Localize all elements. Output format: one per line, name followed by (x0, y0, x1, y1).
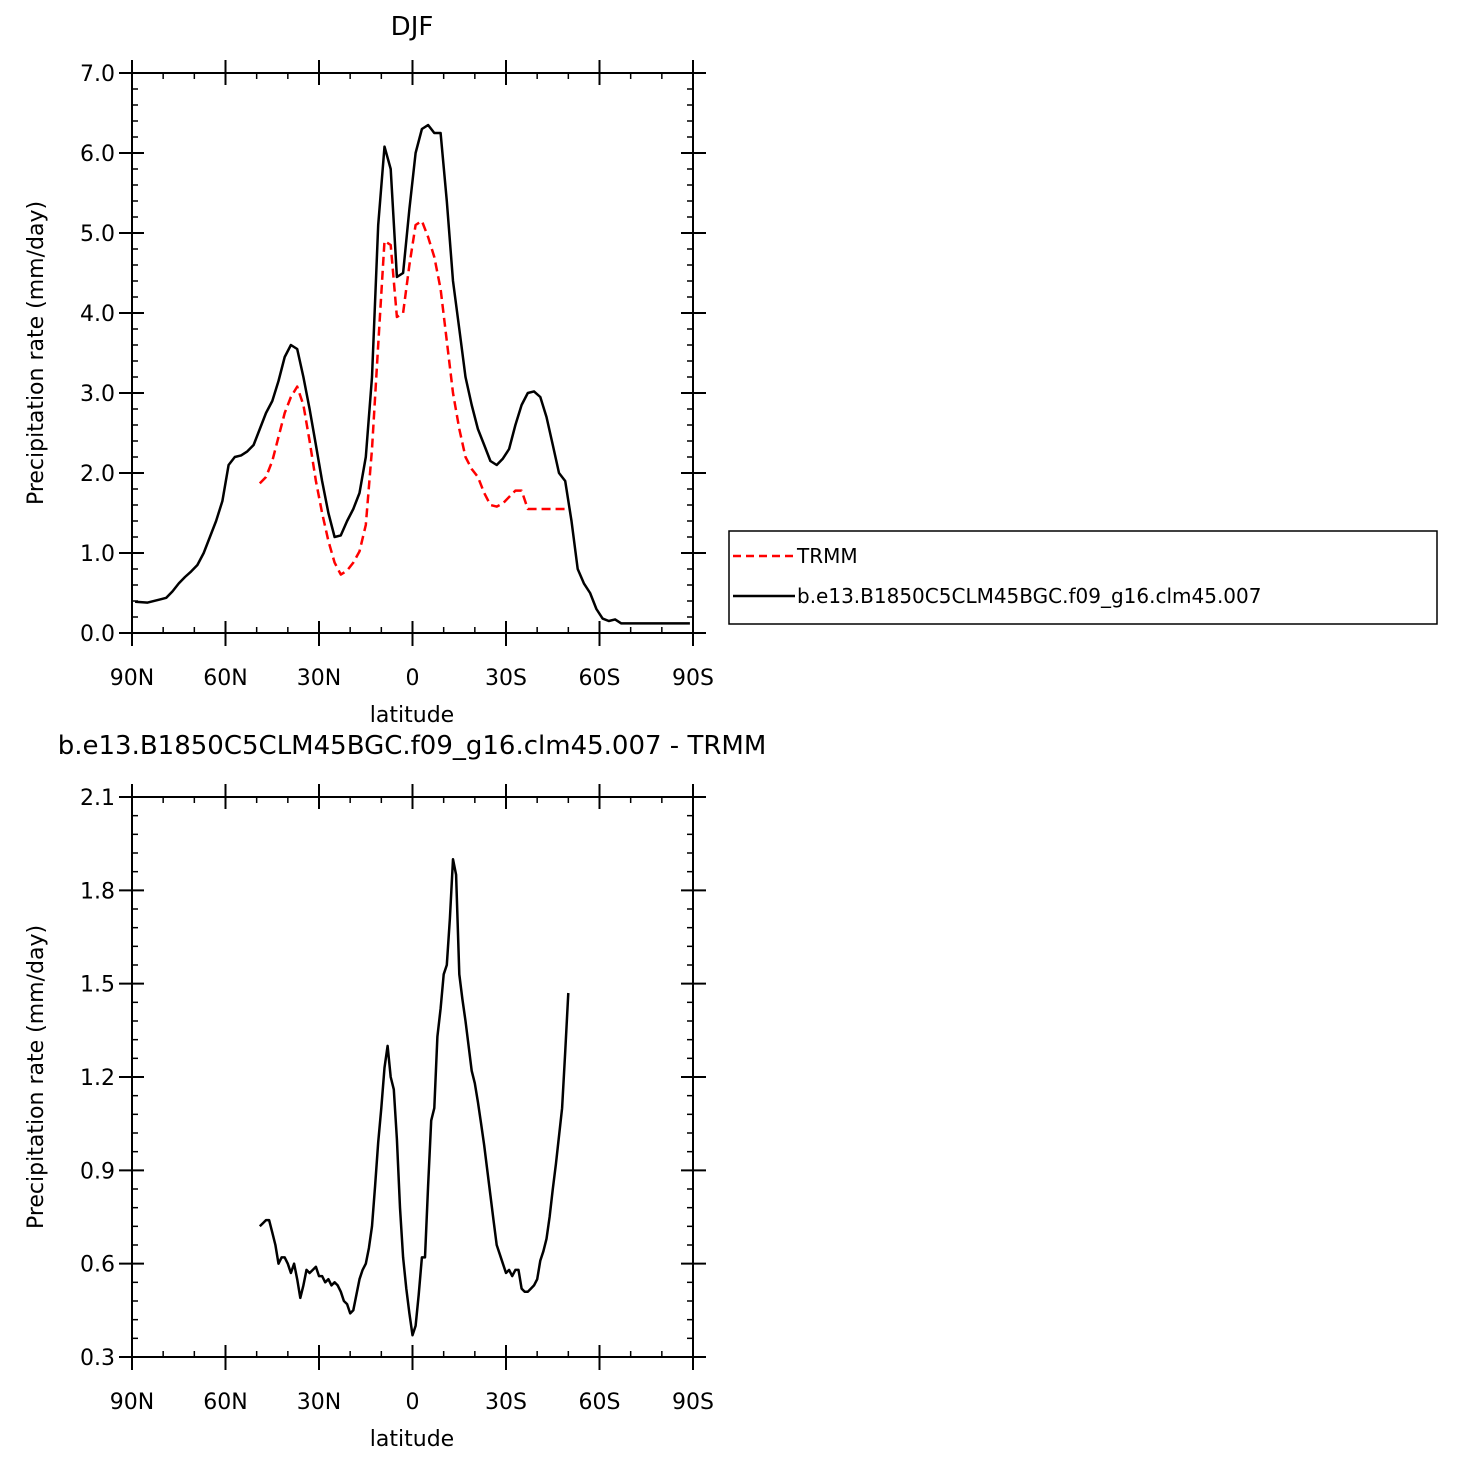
y-tick-label: 2.1 (80, 786, 115, 811)
series-line-model (135, 123, 690, 625)
y-ticks: 0.0 1.0 2.0 3.0 4.0 5.0 6.0 7.0 (80, 62, 706, 647)
x-tick-label: 90N (110, 1390, 154, 1415)
y-tick-label: 6.0 (80, 142, 115, 167)
y-tick-label: 2.0 (80, 462, 115, 487)
y-tick-label: 1.0 (80, 542, 115, 567)
x-tick-label: 30N (297, 1390, 341, 1415)
x-ticks: 90N 60N 30N 0 30S 60S 90S (110, 60, 714, 691)
chart-djf: DJF 0.0 1.0 2.0 3.0 4.0 5.0 6.0 7.0 90N 60N 30N 0 3… (24, 12, 714, 728)
legend: TRMM b.e13.B1850C5CLM45BGC.f09_g16.clm45… (728, 530, 1438, 625)
x-tick-label: 60S (579, 666, 621, 691)
series-lines (258, 857, 570, 1337)
x-tick-label: 30N (297, 666, 341, 691)
y-tick-label: 0.6 (80, 1253, 115, 1278)
series-line-difference (258, 857, 570, 1337)
x-tick-label: 60S (579, 1390, 621, 1415)
x-tick-label: 0 (406, 1390, 420, 1415)
y-axis-label: Precipitation rate (mm/day) (24, 925, 49, 1229)
x-tick-label: 30S (485, 1390, 527, 1415)
y-tick-label: 4.0 (80, 302, 115, 327)
plot-frame (131, 796, 694, 1358)
legend-label-model: b.e13.B1850C5CLM45BGC.f09_g16.clm45.007 (797, 584, 1261, 608)
y-tick-label: 1.5 (80, 973, 115, 998)
chart-title: DJF (391, 12, 434, 42)
legend-label-trmm: TRMM (796, 544, 858, 568)
series-lines (135, 123, 690, 625)
x-axis-label: latitude (370, 703, 454, 728)
x-ticks: 90N 60N 30N 0 30S 60S 90S (110, 784, 714, 1415)
legend-box (728, 530, 1438, 625)
y-tick-label: 7.0 (80, 62, 115, 87)
x-tick-label: 0 (406, 666, 420, 691)
y-ticks: 0.3 0.6 0.9 1.2 1.5 1.8 2.1 (80, 786, 706, 1371)
x-tick-label: 90S (672, 1390, 714, 1415)
x-tick-label: 90N (110, 666, 154, 691)
y-tick-label: 1.2 (80, 1066, 115, 1091)
x-tick-label: 90S (672, 666, 714, 691)
series-line-trmm (258, 219, 566, 576)
x-axis-label: latitude (370, 1427, 454, 1452)
x-tick-label: 60N (203, 666, 247, 691)
y-tick-label: 0.3 (80, 1346, 115, 1371)
y-tick-label: 0.0 (80, 622, 115, 647)
y-tick-label: 5.0 (80, 222, 115, 247)
y-tick-label: 0.9 (80, 1159, 115, 1184)
chart-difference: b.e13.B1850C5CLM45BGC.f09_g16.clm45.007 … (24, 731, 766, 1452)
chart-title: b.e13.B1850C5CLM45BGC.f09_g16.clm45.007 … (58, 731, 767, 761)
plot-frame (131, 72, 694, 634)
x-tick-label: 60N (203, 1390, 247, 1415)
y-tick-label: 1.8 (80, 879, 115, 904)
y-tick-label: 3.0 (80, 382, 115, 407)
y-axis-label: Precipitation rate (mm/day) (24, 201, 49, 505)
x-tick-label: 30S (485, 666, 527, 691)
